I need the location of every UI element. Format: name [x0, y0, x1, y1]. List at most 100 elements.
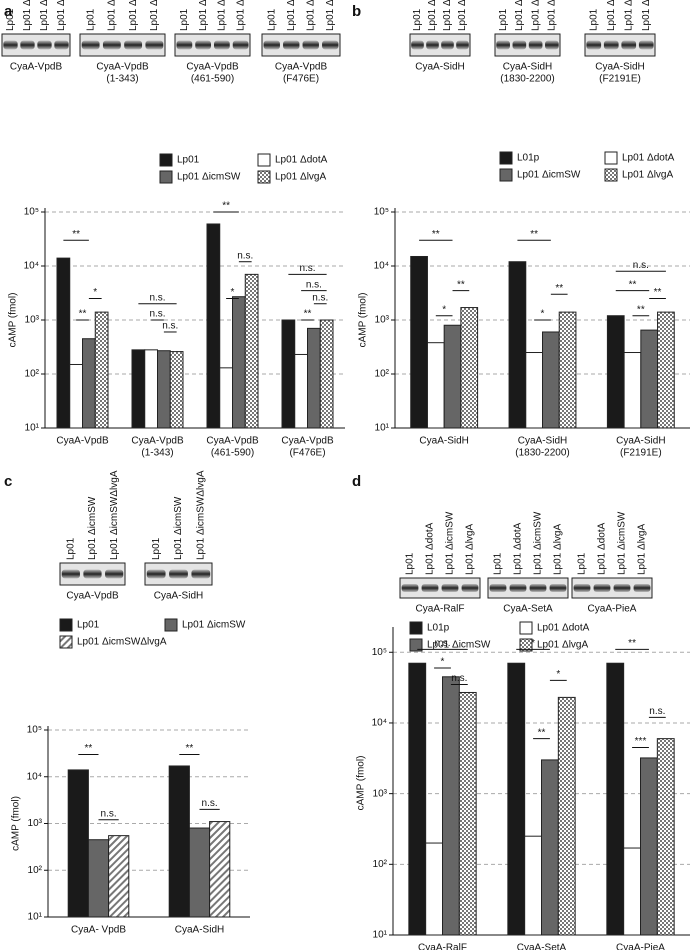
lane-label: Lp01 ΔicmSWΔlvgA [195, 470, 206, 560]
blot [79, 33, 166, 57]
bar [131, 349, 146, 429]
blot-band [603, 40, 619, 50]
blot-caption: CyaA-SidH [595, 62, 644, 73]
significance-label: n.s. [633, 260, 649, 271]
lane-label: Lp01 [151, 537, 162, 560]
lane-label: Lp01 ΔlvgA [465, 524, 476, 575]
bar [524, 835, 542, 936]
lane-label: Lp01 ΔlvgA [637, 524, 648, 575]
legend-label: Lp01 ΔicmSW [427, 640, 491, 651]
x-tick-label: CyaA-SidH [616, 436, 665, 447]
legend-swatch [159, 153, 173, 167]
bar [319, 319, 334, 429]
y-tick-label: 10¹ [28, 912, 43, 923]
significance-label: n.s. [162, 321, 178, 332]
lane-label: Lp01 [498, 8, 509, 31]
bar [67, 769, 89, 918]
legend-label: Lp01 ΔdotA [275, 155, 328, 166]
significance-label: ** [79, 309, 87, 320]
bar [168, 765, 190, 918]
y-tick-label: 10¹ [25, 423, 40, 434]
legend-label: L01p [517, 153, 540, 164]
legend-swatch [59, 618, 73, 632]
blot-band [496, 40, 510, 50]
x-tick-sublabel: (1-343) [141, 448, 173, 459]
x-tick-label: CyaA- VpdB [71, 925, 126, 936]
significance-label: n.s. [451, 673, 467, 684]
lane-label: Lp01 [577, 552, 588, 575]
lane-label: Lp01 ΔlvgA [641, 0, 652, 31]
lane-label: Lp01 ΔicmSW [87, 496, 98, 560]
significance-label: ** [85, 743, 93, 754]
bar [558, 311, 577, 429]
legend-label: Lp01 ΔicmSW [517, 170, 581, 181]
significance-label: ** [457, 279, 465, 290]
lane-label: Lp01 ΔicmSW [623, 0, 634, 31]
blot-band [441, 40, 454, 50]
bar [169, 351, 184, 429]
lane-label: Lp01 ΔdotA [22, 0, 33, 31]
blot-band [633, 584, 651, 592]
lane-label: Lp01 [588, 8, 599, 31]
bar [623, 847, 641, 936]
legend-label: Lp01 ΔicmSW [182, 620, 246, 631]
blot [494, 33, 561, 57]
bar [657, 311, 675, 429]
lane-label: Lp01 ΔdotA [107, 0, 118, 31]
bar [219, 367, 233, 429]
blot-caption: (461-590) [191, 74, 234, 85]
x-tick-sublabel: (F476E) [289, 448, 325, 459]
blot-caption: CyaA-VpdB [186, 62, 239, 73]
y-tick-label: 10⁵ [24, 207, 39, 218]
blot-caption: CyaA-VpdB [275, 62, 328, 73]
blot-caption: CyaA-VpdB [96, 62, 149, 73]
blot-band [441, 584, 459, 592]
blot-band [509, 584, 527, 592]
legend-label: Lp01 ΔdotA [622, 153, 675, 164]
y-tick-label: 10⁵ [374, 207, 389, 218]
legend-swatch [519, 638, 533, 652]
legend-label: Lp01 ΔicmSWΔlvgA [77, 637, 167, 648]
blot-band [214, 40, 230, 50]
significance-label: n.s. [237, 250, 253, 261]
significance-label: * [531, 638, 535, 649]
bar [209, 821, 231, 918]
x-tick-label: CyaA-RalF [418, 943, 467, 950]
significance-label: ** [629, 279, 637, 290]
lane-label: Lp01 ΔdotA [606, 0, 617, 31]
blot-band [283, 40, 300, 50]
bar [244, 273, 259, 429]
significance-label: * [231, 287, 235, 298]
blot [584, 33, 656, 57]
blot-caption: CyaA-SidH [154, 591, 203, 602]
blot [174, 33, 251, 57]
legend-swatch [164, 618, 178, 632]
lane-label: Lp01 ΔicmSW [305, 0, 316, 31]
blot-band [195, 40, 211, 50]
y-tick-label: 10² [28, 865, 43, 876]
significance-label: ** [432, 229, 440, 240]
y-tick-label: 10³ [375, 315, 390, 326]
blot-band [528, 40, 543, 50]
bar [640, 757, 658, 936]
lane-label: Lp01 [5, 8, 16, 31]
blot-band [512, 40, 527, 50]
y-tick-label: 10² [375, 369, 390, 380]
blot-caption: (1-343) [106, 74, 138, 85]
bar [525, 352, 543, 429]
bar [144, 349, 158, 429]
blot-band [421, 584, 439, 592]
lane-label: Lp01 ΔicmSW [217, 0, 228, 31]
bar [507, 662, 526, 936]
blot-band [489, 584, 507, 592]
lane-label: Lp01 ΔdotA [427, 0, 438, 31]
blot-band [545, 40, 559, 50]
blot-band [549, 584, 567, 592]
bar [640, 329, 659, 429]
legend-label: Lp01 [77, 620, 100, 631]
lane-label: Lp01 ΔicmSW [617, 511, 628, 575]
lane-label: Lp01 [266, 8, 277, 31]
lane-label: Lp01 ΔlvgA [547, 0, 558, 31]
legend-swatch [59, 635, 73, 649]
legend-swatch [604, 151, 618, 165]
